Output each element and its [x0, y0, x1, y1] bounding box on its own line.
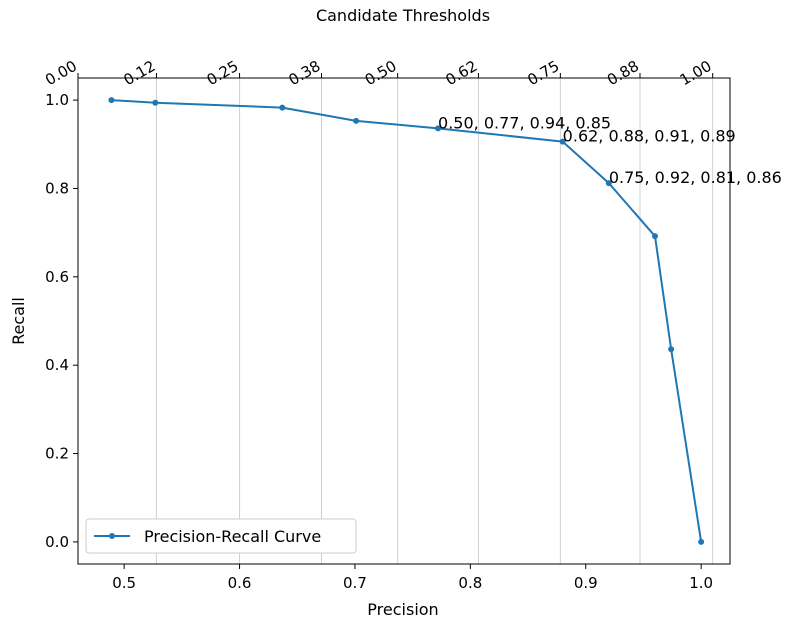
legend-label: Precision-Recall Curve [144, 527, 321, 546]
x-tick-label: 0.7 [343, 574, 367, 592]
x-tick-label: 0.9 [574, 574, 598, 592]
legend: Precision-Recall Curve [85, 518, 357, 554]
data-point [353, 117, 360, 124]
y-axis-label: Recall [9, 297, 28, 345]
y-tick-label: 0.4 [45, 356, 69, 374]
data-point [435, 125, 442, 132]
y-tick-label: 1.0 [45, 91, 69, 109]
series-layer [108, 97, 705, 545]
annotation-label: 0.75, 0.92, 0.81, 0.86 [609, 168, 782, 187]
data-point [668, 346, 675, 353]
x-tick-label: 0.6 [228, 574, 252, 592]
top-axis-label: Candidate Thresholds [316, 6, 490, 25]
annotation-label: 0.62, 0.88, 0.91, 0.89 [563, 127, 736, 146]
y-tick-label: 0.6 [45, 268, 69, 286]
series-line [111, 99, 703, 543]
data-point [108, 97, 115, 104]
x-tick-label: 1.0 [689, 574, 713, 592]
legend-box [85, 518, 357, 554]
annotation-label: 0.50, 0.77, 0.94, 0.85 [438, 113, 611, 132]
legend-marker-sample [109, 533, 115, 539]
x-tick-label: 0.5 [112, 574, 136, 592]
data-point [152, 99, 159, 106]
y-tick-label: 0.2 [45, 445, 69, 463]
y-tick-label: 0.8 [45, 179, 69, 197]
x-tick-label: 0.8 [458, 574, 482, 592]
y-tick-label: 0.0 [45, 533, 69, 551]
annotations: 0.50, 0.77, 0.94, 0.850.62, 0.88, 0.91, … [438, 113, 782, 187]
data-point [651, 233, 658, 240]
plot-frame [77, 77, 731, 565]
data-point [559, 138, 566, 145]
x-axis-label: Precision [367, 600, 438, 619]
data-point [698, 538, 705, 545]
data-point [605, 180, 612, 187]
data-point [279, 104, 286, 111]
grid [155, 78, 714, 564]
